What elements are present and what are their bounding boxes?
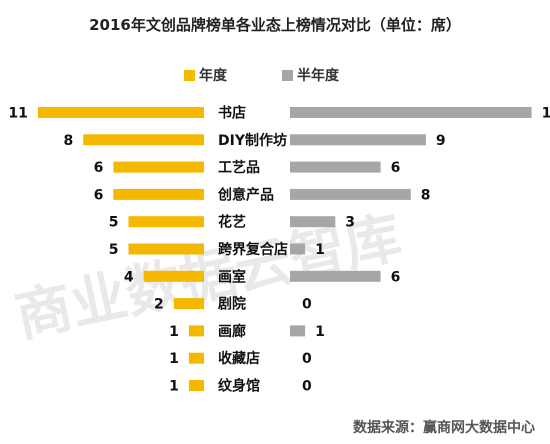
value-label-annual: 1 — [169, 324, 179, 340]
bar-marks: 11书店168DIY制作坊96工艺品66创意产品85花艺35跨界复合店14画室6… — [8, 105, 550, 395]
bar-half — [290, 270, 381, 282]
value-label-annual: 11 — [8, 106, 27, 122]
bar-annual — [188, 352, 204, 364]
value-label-half: 0 — [302, 297, 312, 313]
bar-annual — [128, 216, 204, 228]
value-label-half: 0 — [302, 379, 312, 395]
bar-annual — [83, 134, 204, 146]
bar-annual — [143, 270, 204, 282]
bar-annual — [188, 325, 204, 337]
legend-label-annual: 年度 — [199, 67, 228, 84]
value-label-half: 9 — [436, 133, 446, 149]
bar-half — [290, 188, 411, 200]
bar-annual — [128, 243, 204, 255]
legend-swatch-annual — [184, 70, 195, 81]
value-label-annual: 6 — [94, 160, 104, 176]
category-label: 书店 — [218, 105, 246, 122]
value-label-annual: 1 — [169, 379, 179, 395]
category-label: 剧院 — [218, 296, 246, 313]
legend-label-half: 半年度 — [297, 67, 340, 84]
source-note: 数据来源：赢商网大数据中心 — [353, 419, 535, 436]
value-label-annual: 2 — [154, 297, 164, 313]
value-label-half: 3 — [345, 215, 355, 231]
legend-swatch-half — [282, 70, 293, 81]
value-label-half: 6 — [391, 160, 401, 176]
bar-half — [290, 161, 381, 173]
value-label-annual: 1 — [169, 351, 179, 367]
category-label: 创意产品 — [217, 186, 274, 203]
bar-annual — [113, 188, 204, 200]
bar-annual — [188, 380, 204, 391]
bar-annual — [37, 107, 205, 118]
category-label: 工艺品 — [218, 159, 260, 176]
category-label: 收藏店 — [218, 350, 260, 367]
value-label-annual: 8 — [63, 133, 73, 149]
category-label: 纹身馆 — [218, 378, 260, 395]
value-label-half: 16 — [542, 106, 550, 122]
bar-annual — [173, 298, 204, 310]
bar-half — [290, 107, 532, 118]
bar-half — [290, 216, 336, 228]
value-label-annual: 5 — [109, 242, 119, 258]
chart-title: 2016年文创品牌榜单各业态上榜情况对比（单位：席） — [89, 16, 461, 34]
bar-half — [290, 325, 306, 337]
category-label: 画廊 — [218, 323, 246, 340]
bar-annual — [113, 161, 204, 173]
category-label: 跨界复合店 — [218, 241, 288, 258]
value-label-half: 1 — [315, 324, 325, 340]
value-label-half: 0 — [302, 351, 312, 367]
value-label-half: 8 — [421, 187, 431, 203]
bar-half — [290, 134, 426, 146]
category-label: 花艺 — [218, 214, 246, 231]
value-label-annual: 5 — [109, 215, 119, 231]
value-label-annual: 6 — [94, 187, 104, 203]
value-label-half: 6 — [391, 269, 401, 285]
value-label-half: 1 — [315, 242, 325, 258]
value-label-annual: 4 — [124, 269, 134, 285]
bar-half — [290, 243, 306, 255]
category-label: 画室 — [218, 268, 246, 285]
legend: 年度 半年度 — [184, 67, 340, 84]
category-label: DIY制作坊 — [218, 132, 287, 149]
